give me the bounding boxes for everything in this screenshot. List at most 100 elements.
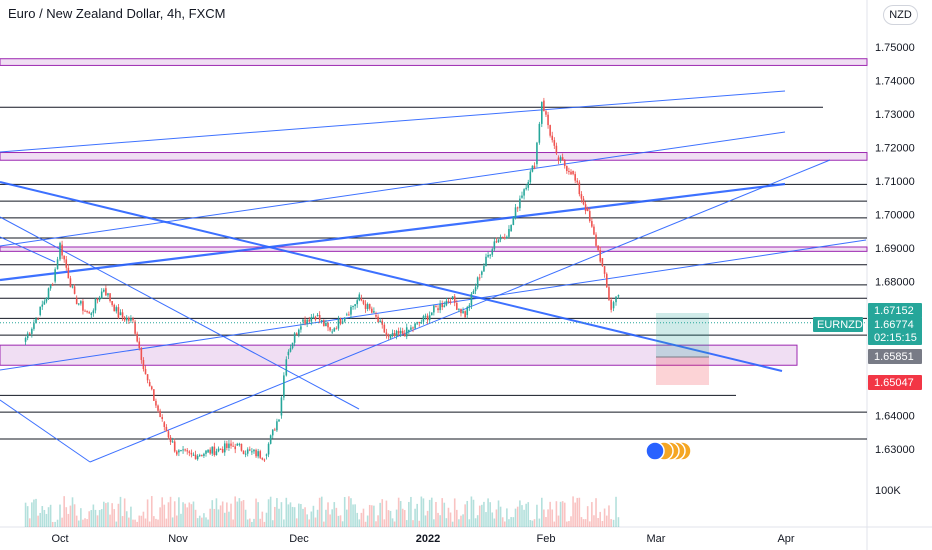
- volume-bar: [514, 508, 517, 527]
- volume-bar: [420, 496, 423, 527]
- volume-bar: [265, 512, 268, 527]
- candle-body: [408, 329, 410, 332]
- volume-bar: [523, 509, 525, 527]
- symbol-tag-label: EURNZD: [817, 319, 863, 331]
- candle-body: [478, 277, 481, 279]
- candle-body: [443, 305, 446, 308]
- volume-bar: [387, 510, 390, 527]
- volume-bar: [487, 498, 489, 527]
- candle-body: [289, 348, 292, 352]
- volume-bar: [495, 509, 498, 527]
- candle-body: [182, 449, 184, 451]
- candle-body: [615, 296, 617, 303]
- volume-bar: [366, 515, 369, 527]
- volume-bar: [403, 510, 406, 527]
- volume-bar: [536, 504, 538, 527]
- candle-body: [213, 446, 216, 456]
- volume-bar: [105, 503, 107, 527]
- volume-bar: [410, 496, 412, 527]
- candle-body: [312, 316, 315, 318]
- volume-bar: [337, 515, 340, 527]
- candle-body: [234, 446, 236, 450]
- volume-bar: [451, 521, 454, 527]
- symbol-tag: [813, 317, 863, 332]
- volume-bar: [41, 506, 44, 527]
- candle-body: [373, 311, 375, 313]
- currency-button[interactable]: NZD: [883, 5, 918, 25]
- volume-bar: [354, 504, 356, 527]
- candle-body: [335, 328, 338, 330]
- volume-bar: [115, 521, 118, 527]
- volume-bar: [236, 501, 239, 527]
- candle-body: [499, 236, 502, 240]
- candle-body: [207, 449, 209, 453]
- volume-bar: [150, 496, 153, 527]
- volume-bar: [364, 521, 367, 527]
- candle-body: [345, 314, 348, 316]
- y-tick-label: 1.72000: [875, 143, 915, 155]
- volume-bar: [441, 498, 444, 527]
- volume-bar: [69, 505, 72, 527]
- candle-body: [547, 114, 549, 126]
- volume-bar: [24, 502, 27, 527]
- volume-bar: [320, 496, 323, 527]
- candle-body: [368, 304, 371, 309]
- candle-body: [280, 397, 283, 416]
- volume-bar: [169, 496, 172, 527]
- candle-body: [476, 277, 479, 288]
- volume-bar: [339, 515, 342, 527]
- volume-bar: [31, 502, 33, 527]
- candle-body: [63, 255, 65, 260]
- volume-bar: [98, 510, 101, 527]
- volume-bar: [128, 517, 130, 527]
- volume-bar: [261, 511, 264, 527]
- volume-bar: [329, 514, 331, 527]
- volume-bar: [603, 508, 606, 527]
- volume-bar: [92, 504, 95, 527]
- volume-bar: [88, 511, 90, 527]
- volume-bar: [379, 502, 381, 527]
- candle-body: [41, 304, 44, 307]
- candle-body: [435, 305, 437, 307]
- volume-bar: [464, 504, 466, 527]
- candle-body: [508, 228, 510, 237]
- volume-bar: [439, 515, 441, 527]
- candle-body: [360, 298, 363, 301]
- volume-bar: [238, 498, 241, 527]
- volume-bar: [310, 511, 313, 527]
- volume-bar: [352, 504, 354, 527]
- candle-body: [439, 303, 441, 311]
- candle-body: [24, 338, 27, 342]
- candle-body: [169, 437, 172, 442]
- volume-bar: [462, 514, 464, 527]
- volume-bar: [433, 519, 435, 527]
- candle-body: [298, 329, 300, 335]
- candle-body: [501, 236, 504, 238]
- candle-body: [460, 308, 462, 314]
- volume-bar: [578, 497, 581, 527]
- volume-bar: [435, 501, 437, 527]
- volume-bar: [408, 501, 410, 527]
- volume-bar: [605, 515, 608, 527]
- volume-bar: [203, 513, 205, 527]
- candle-body: [150, 386, 153, 390]
- volume-bar: [595, 498, 597, 527]
- candle-body: [608, 287, 610, 300]
- candle-body: [333, 328, 336, 332]
- volume-bar: [331, 509, 333, 527]
- candle-body: [140, 348, 143, 361]
- candle-body: [184, 449, 186, 451]
- volume-bar: [377, 515, 379, 527]
- candle-body: [69, 278, 72, 288]
- candle-body: [246, 449, 249, 454]
- volume-bar: [213, 508, 216, 527]
- candle-body: [161, 417, 163, 420]
- candle-body: [318, 314, 321, 321]
- volume-bar: [512, 517, 515, 527]
- price-tag-countdown: 02:15:15: [874, 332, 917, 344]
- candle-body: [343, 317, 346, 322]
- volume-bar: [75, 515, 78, 527]
- candle-body: [33, 323, 35, 329]
- candle-body: [358, 294, 361, 301]
